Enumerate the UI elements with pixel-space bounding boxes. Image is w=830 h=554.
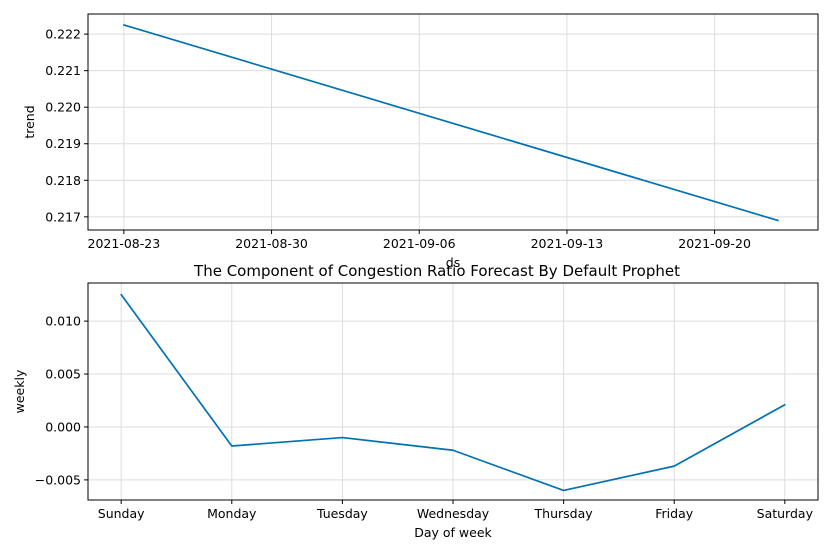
trend-y-tick-label: 0.220 <box>45 100 81 115</box>
weekly-y-tick-label: 0.000 <box>45 419 81 434</box>
weekly-subplot: Sunday Monday Tuesday Wednesday Thursday Frid… <box>12 262 819 540</box>
weekly-x-tick-label: Tuesday <box>316 506 368 521</box>
weekly-y-tick-label: 0.010 <box>45 314 81 329</box>
trend-x-tick-label: 2021-09-13 <box>531 236 604 251</box>
weekly-x-tick-label: Monday <box>207 506 257 521</box>
weekly-x-tick-label: Sunday <box>98 506 145 521</box>
weekly-chart-title: The Component of Congestion Ratio Foreca… <box>193 262 680 280</box>
trend-y-tick-label: 0.221 <box>45 63 81 78</box>
weekly-y-tick-label: −0.005 <box>35 472 81 487</box>
weekly-x-ticks: Sunday Monday Tuesday Wednesday Thursday Frid… <box>98 500 814 521</box>
weekly-gridlines <box>88 283 818 500</box>
trend-x-ticks: 2021-08-23 2021-08-30 2021-09-06 2021-09-13… <box>88 230 751 251</box>
trend-x-axis-label: ds <box>446 255 460 270</box>
weekly-y-ticks: −0.005 0.000 0.005 0.010 <box>35 314 88 487</box>
weekly-series-group <box>120 293 786 492</box>
trend-y-tick-label: 0.219 <box>45 136 81 151</box>
trend-y-tick-label: 0.218 <box>45 173 81 188</box>
trend-gridlines <box>88 14 818 230</box>
weekly-series-line <box>120 293 786 492</box>
trend-series-group <box>123 24 779 222</box>
trend-x-tick-label: 2021-08-23 <box>88 236 161 251</box>
weekly-x-tick-label: Friday <box>655 506 693 521</box>
weekly-x-tick-label: Thursday <box>534 506 594 521</box>
trend-series-line <box>123 24 779 222</box>
trend-y-axis-label: trend <box>22 105 37 138</box>
trend-x-tick-label: 2021-09-06 <box>383 236 456 251</box>
trend-y-ticks: 0.217 0.218 0.219 0.220 0.221 0.222 <box>45 27 88 224</box>
trend-y-tick-label: 0.217 <box>45 209 81 224</box>
trend-plot-frame <box>87 13 819 231</box>
trend-y-tick-label: 0.222 <box>45 27 81 42</box>
weekly-y-axis-label: weekly <box>12 369 27 413</box>
trend-x-tick-label: 2021-09-20 <box>678 236 751 251</box>
weekly-y-tick-label: 0.005 <box>45 367 81 382</box>
weekly-x-axis-label: Day of week <box>414 525 492 540</box>
weekly-x-tick-label: Wednesday <box>417 506 490 521</box>
weekly-x-tick-label: Saturday <box>757 506 814 521</box>
trend-x-tick-label: 2021-08-30 <box>235 236 308 251</box>
trend-subplot: 2021-08-23 2021-08-30 2021-09-06 2021-09-13… <box>22 13 819 270</box>
